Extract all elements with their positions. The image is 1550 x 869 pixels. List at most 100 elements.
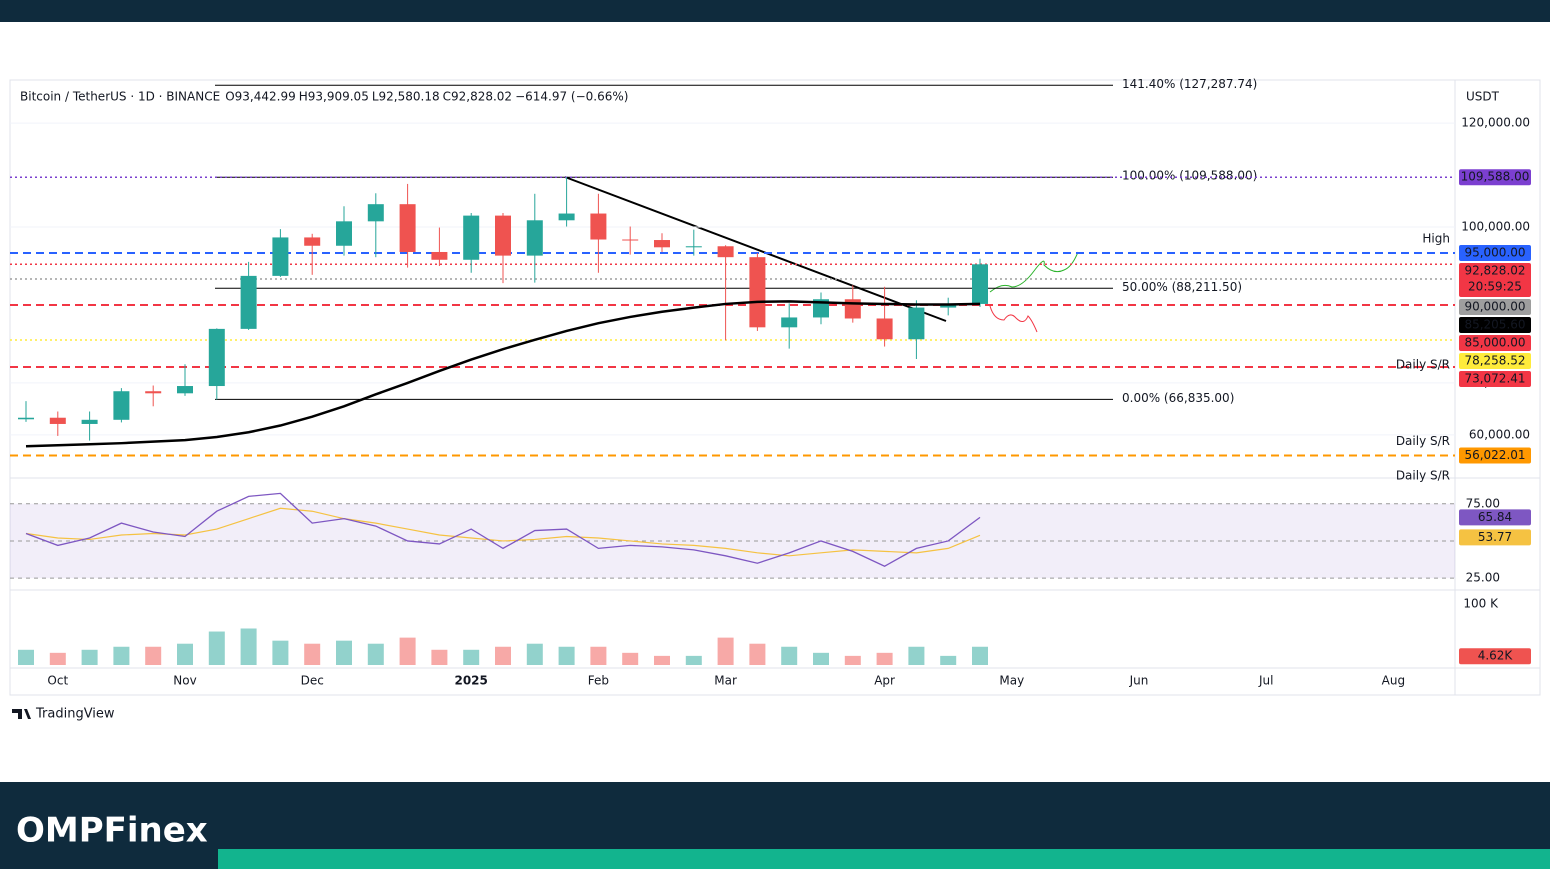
countdown: 20:59:25	[1468, 280, 1522, 294]
volume-bar	[336, 640, 352, 665]
candle-body	[240, 275, 257, 329]
volume-bar	[208, 631, 225, 665]
unit: USDT	[1466, 90, 1500, 104]
volume-bar	[399, 637, 416, 665]
volume-bar	[304, 643, 321, 665]
candle-body	[749, 257, 766, 328]
candle-body	[717, 246, 734, 258]
volume-bar	[463, 649, 480, 665]
price-badge-label: 92,828.02	[1464, 264, 1525, 278]
y-tick-label: 100,000.00	[1461, 220, 1530, 234]
volume-bar	[113, 646, 130, 665]
price-badge	[1459, 245, 1531, 262]
header-text: C	[443, 90, 451, 104]
candle-body	[940, 303, 957, 308]
candle-body	[49, 417, 66, 424]
candle-body	[145, 391, 162, 394]
price-badge-label: 109,588.00	[1461, 170, 1530, 184]
header-text: −614.97 (−0.66%)	[515, 90, 628, 104]
rsi-line	[25, 492, 981, 567]
rsi-ma-badge-label: 53.77	[1478, 530, 1512, 544]
candle-body	[972, 264, 988, 304]
volume-bar	[240, 628, 257, 665]
level-note: High	[1422, 232, 1450, 246]
candle-body	[431, 251, 448, 260]
x-tick-label: Mar	[714, 674, 737, 688]
volume-bar	[813, 652, 829, 665]
x-tick-label: Apr	[874, 674, 895, 688]
x-tick-label: Aug	[1382, 674, 1405, 688]
price-badge-label: 85,205.60	[1464, 318, 1525, 332]
fib-label: 100.00% (109,588.00)	[1122, 169, 1257, 183]
price-badge	[1459, 335, 1531, 352]
header-text: 93,909.05	[308, 90, 369, 104]
volume-bar	[49, 652, 66, 665]
candle-body	[876, 318, 893, 340]
volume-bar	[81, 649, 98, 665]
volume-bar	[972, 646, 988, 665]
x-tick-label: Jun	[1129, 674, 1149, 688]
candle-body	[526, 220, 543, 256]
volume-bar	[844, 655, 861, 665]
candle-body	[272, 237, 289, 276]
volume-bar	[654, 655, 670, 665]
price-badge-label: 56,022.01	[1464, 448, 1525, 462]
candle-body	[590, 213, 607, 240]
y-tick-label: 60,000.00	[1469, 427, 1530, 441]
trendline	[564, 176, 947, 322]
header-text: 93,442.99	[235, 90, 296, 104]
candle-body	[304, 237, 321, 246]
x-tick-label: May	[999, 674, 1024, 688]
candle-body	[813, 299, 829, 318]
price-badge	[1459, 317, 1531, 334]
price-badge	[1459, 353, 1531, 370]
bear-scenario	[989, 305, 1038, 333]
candle-body	[177, 386, 193, 394]
candle-body	[685, 246, 702, 248]
header-text: O	[225, 90, 234, 104]
volume-badge-label: 4.62K	[1478, 649, 1514, 663]
volume-bar	[590, 646, 607, 665]
x-tick-label: 2025	[454, 674, 487, 688]
footer-accent	[218, 849, 1550, 869]
rsi-ma-badge	[1459, 529, 1531, 546]
rsi-tick-label: 25.00	[1466, 571, 1500, 585]
header-text: H	[299, 90, 308, 104]
volume-bar	[940, 655, 957, 665]
level-note: Daily S/R	[1396, 469, 1450, 483]
x-tick-label: Feb	[588, 674, 609, 688]
candle-body	[558, 213, 575, 221]
price-badge-label: 78,258.52	[1464, 354, 1525, 368]
price-badge-label: 85,000.00	[1464, 336, 1525, 350]
candle-body	[18, 417, 34, 420]
volume-bar	[526, 643, 543, 665]
frame	[9, 79, 1541, 696]
moving-average	[25, 300, 981, 448]
fib-label: 50.00% (88,211.50)	[1122, 280, 1242, 294]
rsi-tick-label: 75.00	[1466, 496, 1500, 510]
level-note: Daily S/R	[1396, 358, 1450, 372]
volume-bar	[717, 637, 734, 665]
volume-bar	[367, 643, 384, 665]
x-tick-label: Nov	[173, 674, 196, 688]
candle-body	[781, 317, 798, 328]
x-tick-label: Jul	[1258, 674, 1273, 688]
candle-body	[336, 221, 352, 246]
volume-bar	[781, 646, 798, 665]
candle-body	[622, 239, 639, 241]
candle-body	[367, 204, 384, 222]
header-text: Bitcoin / TetherUS · 1D · BINANCE	[20, 90, 220, 104]
volume-bar	[622, 652, 639, 665]
top-band	[0, 0, 1550, 22]
candle-body	[495, 215, 511, 256]
volume-bar	[177, 643, 193, 665]
price-badge	[1459, 371, 1531, 388]
x-tick-label: Oct	[47, 674, 68, 688]
price-badge	[1459, 169, 1531, 186]
brand: OMPFinex	[16, 811, 208, 851]
volume-badge	[1459, 648, 1531, 665]
volume-bar	[908, 646, 925, 665]
rsi-badge-label: 65.84	[1478, 510, 1512, 524]
volume-tick-label: 100 K	[1463, 597, 1499, 611]
